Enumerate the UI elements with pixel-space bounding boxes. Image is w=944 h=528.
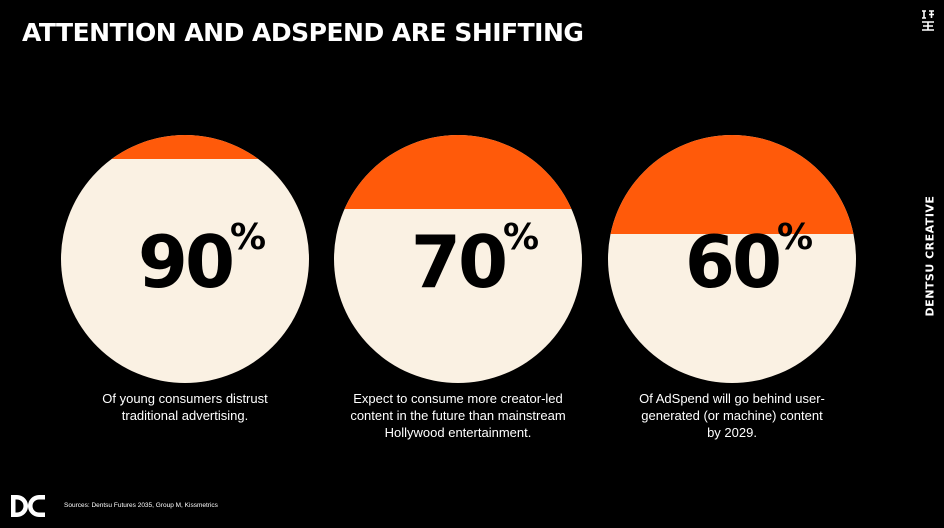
caption-line: Expect to consume more creator-led [353,391,563,406]
stat-caption: Of AdSpend will go behind user- generate… [607,390,857,441]
side-brand-label: DENTSU CREATIVE [923,195,937,317]
stat-card-90: 90 % Of young consumers distrust traditi… [60,134,310,423]
caption-line: content in the future than mainstream [350,408,566,423]
stat-card-60: 60 % Of AdSpend will go behind user- gen… [607,134,857,440]
orange-cap [608,135,856,234]
sources-footnote: Sources: Dentsu Futures 2035, Group M, K… [64,502,218,509]
stat-card-70: 70 % Expect to consume more creator-led … [333,134,583,440]
stat-circle [61,135,309,383]
caption-line: Of young consumers distrust [102,391,268,406]
corner-mark-icon [922,10,934,31]
caption-line: traditional advertising. [121,408,249,423]
dentsu-dc-logo-icon [11,495,45,517]
stat-caption: Expect to consume more creator-led conte… [333,390,583,441]
slide-title: ATTENTION AND ADSPEND ARE SHIFTING [22,18,584,47]
caption-line: by 2029. [707,425,757,440]
caption-line: Hollywood entertainment. [384,425,532,440]
orange-cap [61,135,309,159]
orange-cap [334,135,582,209]
stat-circle [334,135,582,383]
stat-caption: Of young consumers distrust traditional … [60,390,310,424]
stat-circle [608,135,856,383]
caption-line: Of AdSpend will go behind user- [639,391,825,406]
caption-line: generated (or machine) content [641,408,823,423]
